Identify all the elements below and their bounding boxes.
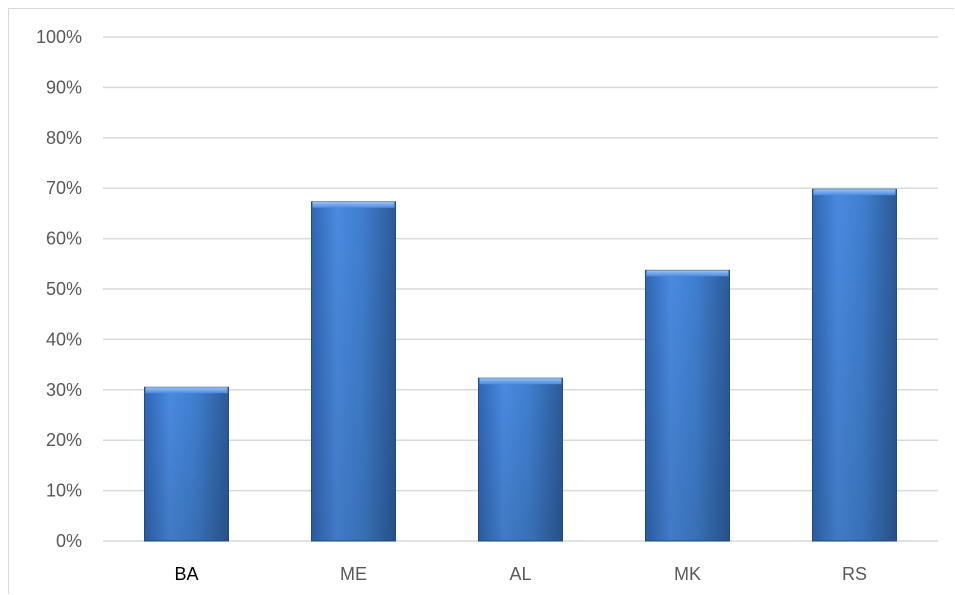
bar-me [311, 201, 396, 542]
bar-top-bevel [646, 270, 729, 277]
bar-ba [144, 386, 229, 542]
y-tick-label: 90% [46, 77, 82, 97]
y-tick-label: 40% [46, 329, 82, 349]
bar-top-bevel [145, 387, 228, 394]
x-category-label-al: AL [509, 564, 531, 584]
x-axis-category-labels: BA ME AL MK RS [174, 564, 867, 584]
bars [144, 188, 897, 542]
y-tick-label: 100% [36, 27, 82, 47]
y-axis-tick-labels: 0% 10% 20% 30% 40% 50% 60% 70% 80% 90% 100% [36, 27, 82, 551]
bar-top-bevel [479, 378, 562, 385]
bar-rs [812, 188, 897, 542]
bar-shade [812, 189, 897, 541]
bar-shade [144, 387, 229, 541]
bar-shade [311, 201, 396, 542]
bar-top-bevel [312, 201, 395, 208]
bar-shade [478, 378, 563, 541]
y-tick-label: 30% [46, 380, 82, 400]
x-category-label-mk: MK [674, 564, 701, 584]
y-tick-label: 50% [46, 279, 82, 299]
chart-frame [8, 8, 954, 594]
y-tick-label: 80% [46, 128, 82, 148]
y-tick-label: 0% [56, 531, 82, 551]
x-category-label-rs: RS [842, 564, 867, 584]
bar-al [478, 377, 563, 542]
x-category-label-ba: BA [174, 564, 198, 584]
bar-shade [645, 270, 730, 541]
y-tick-label: 70% [46, 178, 82, 198]
bar-mk [645, 269, 730, 542]
x-category-label-me: ME [340, 564, 367, 584]
y-tick-label: 60% [46, 229, 82, 249]
bar-top-bevel [813, 189, 896, 196]
y-tick-label: 20% [46, 430, 82, 450]
y-tick-label: 10% [46, 481, 82, 501]
